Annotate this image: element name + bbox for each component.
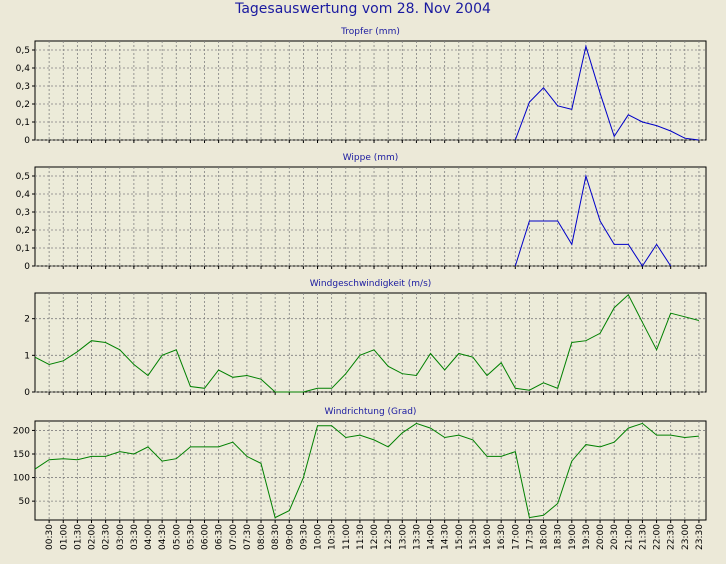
x-tick-label: 23:30: [695, 524, 705, 550]
x-tick-label: 03:00: [116, 524, 126, 550]
y-tick-label: 0,5: [16, 172, 30, 182]
x-tick-label: 09:30: [299, 524, 309, 550]
x-tick-label: 18:00: [540, 524, 550, 550]
y-tick-label: 0: [24, 388, 30, 398]
x-tick-label: 15:30: [469, 524, 479, 550]
x-tick-label: 18:30: [554, 524, 564, 550]
x-tick-label: 11:00: [342, 524, 352, 550]
x-tick-label: 20:30: [610, 524, 620, 550]
x-tick-label: 10:30: [328, 524, 338, 550]
series-line: [514, 174, 672, 267]
x-tick-label: 07:00: [229, 524, 239, 550]
x-tick-label: 06:00: [201, 524, 211, 550]
x-tick-label: 01:30: [73, 524, 83, 550]
x-tick-label: 14:30: [441, 524, 451, 550]
x-tick-label: 05:00: [172, 524, 182, 550]
y-tick-label: 0,4: [16, 190, 31, 200]
y-tick-label: 0,3: [16, 208, 30, 218]
x-tick-label: 17:00: [511, 524, 521, 550]
x-tick-label: 16:30: [497, 524, 507, 550]
y-tick-label: 50: [19, 497, 31, 507]
y-tick-label: 0,5: [16, 46, 30, 56]
chart-panel-3: Windgeschwindigkeit (m/s) 0 1 2: [24, 279, 707, 398]
x-tick-label: 04:30: [158, 524, 168, 550]
y-tick-label: 0,3: [16, 82, 30, 92]
x-tick-label: 19:00: [568, 524, 578, 550]
plot-area: [34, 292, 707, 393]
x-tick-label: 22:30: [667, 524, 677, 550]
x-tick-label: 23:00: [681, 524, 691, 550]
panel-title: Windgeschwindigkeit (m/s): [310, 279, 432, 289]
x-axis-labels: 00:30 01:00 01:30 02:00 02:30 03:00 03:30 04:00…: [45, 524, 705, 550]
chart-panel-2: Wippe (mm) 0 0,1 0,2 0,3 0,4 0,5: [16, 153, 707, 272]
panel-title: Wippe (mm): [343, 153, 399, 163]
y-tick-label: 0: [24, 262, 30, 272]
x-tick-label: 12:00: [370, 524, 380, 550]
x-tick-label: 01:00: [59, 524, 69, 550]
x-tick-label: 21:30: [638, 524, 648, 550]
x-tick-label: 16:00: [483, 524, 493, 550]
y-tick-label: 0,2: [16, 100, 30, 110]
y-tick-label: 0,1: [16, 244, 30, 254]
panel-title: Tropfer (mm): [340, 27, 400, 37]
x-tick-label: 13:30: [412, 524, 422, 550]
x-tick-label: 17:30: [525, 524, 535, 550]
x-tick-label: 08:30: [271, 524, 281, 550]
x-tick-label: 04:00: [144, 524, 154, 550]
x-tick-label: 06:30: [215, 524, 225, 550]
y-tick-label: 2: [24, 315, 30, 325]
x-tick-label: 00:30: [45, 524, 55, 550]
x-tick-label: 09:00: [285, 524, 295, 550]
x-tick-label: 19:30: [582, 524, 592, 550]
plot-area: [34, 420, 707, 521]
x-tick-label: 13:00: [398, 524, 408, 550]
x-tick-label: 02:00: [88, 524, 98, 550]
x-tick-label: 20:00: [596, 524, 606, 550]
x-tick-label: 14:00: [427, 524, 437, 550]
x-tick-label: 15:00: [455, 524, 465, 550]
x-tick-label: 22:00: [653, 524, 663, 550]
main-title: Tagesauswertung vom 28. Nov 2004: [235, 1, 491, 17]
y-tick-label: 1: [24, 351, 30, 361]
plot-area: [34, 166, 707, 267]
x-tick-label: 02:30: [102, 524, 112, 550]
x-tick-label: 10:00: [314, 524, 324, 550]
x-tick-label: 08:00: [257, 524, 267, 550]
x-tick-label: 21:00: [624, 524, 634, 550]
x-tick-label: 03:30: [130, 524, 140, 550]
series-line: [34, 293, 700, 393]
series-line: [514, 44, 699, 141]
y-tick-label: 200: [13, 426, 30, 436]
x-tick-label: 07:30: [243, 524, 253, 550]
series-line: [34, 422, 699, 519]
x-tick-label: 12:30: [384, 524, 394, 550]
y-tick-label: 150: [13, 450, 30, 460]
y-tick-label: 100: [13, 474, 30, 484]
y-tick-label: 0,4: [16, 64, 31, 74]
y-tick-label: 0: [24, 136, 30, 146]
x-tick-label: 05:30: [186, 524, 196, 550]
y-tick-label: 0,2: [16, 226, 30, 236]
chart-panel-1: Tropfer (mm) 0 0,1 0,2 0,3 0,4 0,5: [16, 27, 707, 146]
panel-title: Windrichtung (Grad): [325, 407, 417, 417]
y-tick-label: 0,1: [16, 118, 30, 128]
plot-area: [34, 40, 707, 141]
x-tick-label: 11:30: [356, 524, 366, 550]
chart-panel-4: Windrichtung (Grad) 50 100 150 200: [13, 407, 707, 523]
